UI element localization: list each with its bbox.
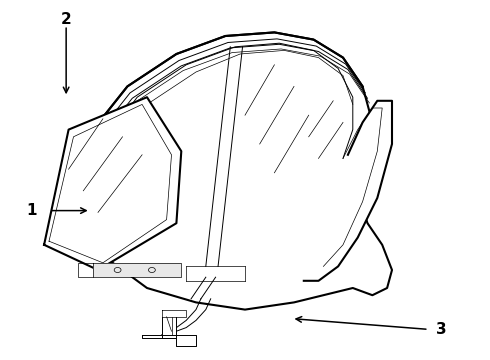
Polygon shape: [93, 263, 181, 277]
Polygon shape: [162, 310, 186, 317]
Polygon shape: [93, 32, 392, 310]
Text: 2: 2: [61, 12, 72, 27]
Text: 3: 3: [436, 322, 446, 337]
Polygon shape: [304, 101, 392, 281]
Text: 1: 1: [26, 203, 37, 218]
Polygon shape: [142, 335, 196, 346]
Polygon shape: [44, 97, 181, 270]
Polygon shape: [162, 313, 176, 338]
